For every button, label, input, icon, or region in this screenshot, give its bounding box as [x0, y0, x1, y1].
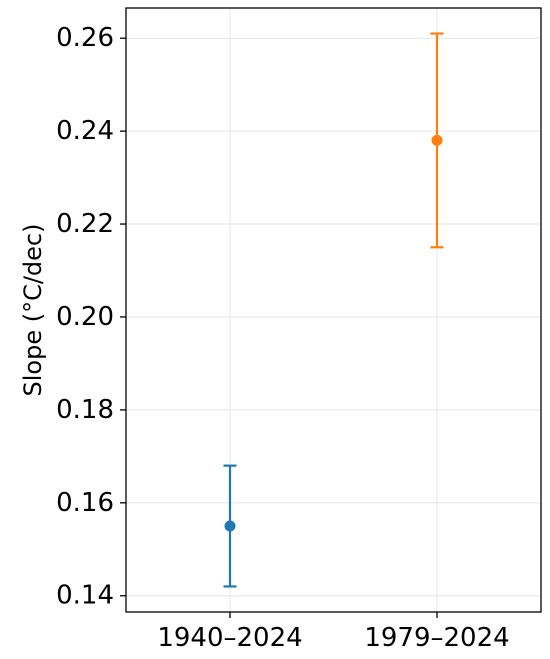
y-tick-label: 0.20: [56, 302, 114, 332]
y-tick-label: 0.14: [56, 581, 114, 611]
y-tick-label: 0.24: [56, 116, 114, 146]
x-tick-label: 1979–2024: [364, 623, 509, 653]
plot-frame: [125, 7, 542, 613]
data-point: [224, 520, 236, 532]
y-tick-label: 0.18: [56, 395, 114, 425]
data-point: [431, 134, 443, 146]
data-point-group: [430, 32, 444, 249]
grid-layer: [126, 8, 541, 612]
data-point-group: [223, 464, 237, 588]
mark-layer: [223, 32, 444, 588]
y-axis-label: Slope (°C/dec): [19, 224, 47, 397]
tick-layer: 0.14 0.16 0.18 0.20 0.22 0.24 0.26 1940–2024 197…: [56, 23, 510, 653]
y-tick-label: 0.26: [56, 23, 114, 53]
y-tick-label: 0.22: [56, 209, 114, 239]
x-tick-label: 1940–2024: [157, 623, 302, 653]
y-tick-label: 0.16: [56, 488, 114, 518]
